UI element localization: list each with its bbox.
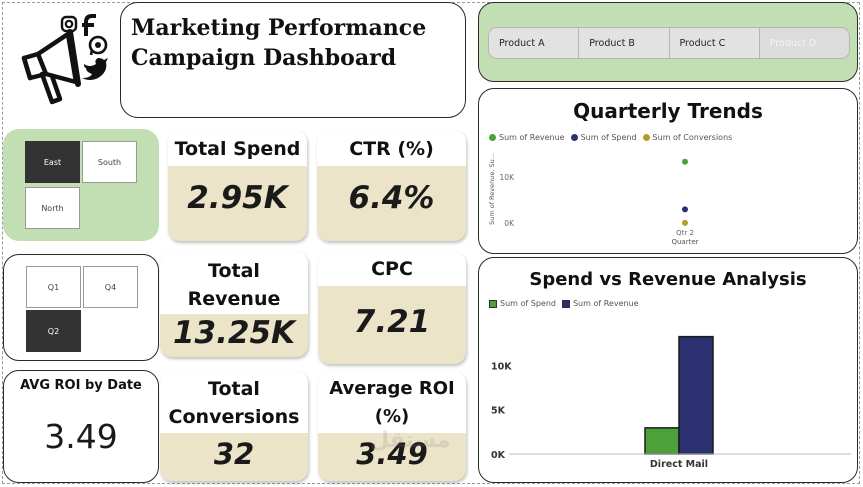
kpi-total-revenue: Total Revenue 13.25K <box>160 252 308 357</box>
region-option-east[interactable]: East <box>25 141 80 183</box>
quarter-option-q4[interactable]: Q4 <box>83 266 138 308</box>
quarterly-trends-chart: Quarterly Trends Sum of Revenue Sum of S… <box>478 88 858 254</box>
spend-vs-revenue-bar-1 <box>678 335 714 455</box>
quarterly-trends-point-2 <box>682 219 688 226</box>
page-subtitle: Campaign Dashboard <box>131 45 397 71</box>
kpi-total-spend-value: 2.95K <box>187 180 288 216</box>
logo <box>12 12 112 112</box>
quarterly-trends-title: Quarterly Trends <box>573 99 763 123</box>
product-slicer: Product A Product B Product C Product D <box>478 2 858 82</box>
kpi-average-roi-label-2: (%) <box>374 406 410 427</box>
quarter-option-q1[interactable]: Q1 <box>26 266 81 308</box>
region-option-north[interactable]: North <box>25 187 80 229</box>
page-title: Marketing Performance <box>131 15 427 41</box>
kpi-ctr: CTR (%) 6.4% <box>317 130 466 241</box>
quarter-slicer: Q1 Q4 Q2 <box>3 254 159 361</box>
quarterly-trends-xtick: Qtr 2 <box>676 229 694 237</box>
kpi-total-conversions-label-1: Total <box>208 378 260 400</box>
quarterly-trends-point-1 <box>682 206 688 213</box>
kpi-total-spend-label: Total Spend <box>168 130 307 166</box>
spend-vs-revenue-legend: Sum of Spend Sum of Revenue <box>489 299 639 308</box>
kpi-total-spend: Total Spend 2.95K <box>168 130 307 241</box>
kpi-cpc-value: 7.21 <box>353 304 431 340</box>
legend-revenue-label: Sum of Revenue <box>572 299 639 308</box>
megaphone-social-icon <box>21 14 108 105</box>
quarterly-trends-plot: Sum of Revenue, Su... Quarter 0K 10K Qtr 2 <box>488 153 699 246</box>
avg-roi-by-date-card: AVG ROI by Date 3.49 <box>3 370 159 483</box>
quarterly-trends-ytick: 10K <box>500 173 516 182</box>
legend-revenue-swatch <box>561 299 570 308</box>
kpi-total-revenue-value: 13.25K <box>172 315 296 351</box>
spend-vs-revenue-bar-0 <box>644 427 680 455</box>
product-slicer-row: Product A Product B Product C Product D <box>488 27 850 59</box>
kpi-ctr-label: CTR (%) <box>317 130 466 166</box>
legend-spend-label: Sum of Spend <box>580 133 637 142</box>
kpi-total-conversions-label-2: Conversions <box>168 406 300 428</box>
kpi-total-conversions-header: Total Conversions <box>160 371 308 433</box>
spend-vs-revenue-plot: 0K 5K 10K Direct Mail <box>491 335 851 470</box>
legend-conversions-label: Sum of Conversions <box>652 133 733 142</box>
spend-vs-revenue-ytick: 0K <box>491 450 506 461</box>
kpi-average-roi: Average ROI (%) 3.49 <box>318 371 466 481</box>
spend-vs-revenue-xtick: Direct Mail <box>650 459 708 470</box>
legend-spend-swatch <box>489 299 497 308</box>
quarterly-trends-point-0 <box>682 158 688 165</box>
region-slicer: East South North <box>3 129 159 241</box>
legend-revenue-marker <box>489 134 496 141</box>
product-option-a[interactable]: Product A <box>489 28 580 58</box>
kpi-total-revenue-header: Total Revenue <box>160 252 308 314</box>
kpi-average-roi-value: 3.49 <box>356 437 428 471</box>
spend-vs-revenue-chart: Spend vs Revenue Analysis Sum of Spend S… <box>478 257 858 483</box>
legend-revenue-label: Sum of Revenue <box>499 133 565 142</box>
kpi-total-revenue-label-1: Total <box>208 260 260 282</box>
spend-vs-revenue-ytick: 5K <box>491 406 506 417</box>
kpi-total-conversions-value: 32 <box>213 437 255 471</box>
product-option-d[interactable]: Product D <box>759 28 849 58</box>
legend-conversions-marker <box>642 134 650 141</box>
spend-vs-revenue-title: Spend vs Revenue Analysis <box>529 269 807 290</box>
kpi-average-roi-label-1: Average ROI <box>329 378 455 399</box>
kpi-ctr-value: 6.4% <box>348 180 435 216</box>
kpi-average-roi-header: Average ROI (%) <box>318 371 466 433</box>
quarterly-trends-xlabel: Quarter <box>671 238 698 246</box>
avg-roi-by-date-label: AVG ROI by Date <box>20 378 142 393</box>
kpi-total-conversions: Total Conversions 32 <box>160 371 308 481</box>
quarter-option-q2[interactable]: Q2 <box>26 310 81 352</box>
kpi-total-revenue-label-2: Revenue <box>187 288 281 310</box>
product-option-c[interactable]: Product C <box>669 28 760 58</box>
avg-roi-by-date-value: 3.49 <box>44 417 118 456</box>
region-option-south[interactable]: South <box>82 141 137 183</box>
kpi-cpc-label: CPC <box>318 252 466 286</box>
watermark: مستقل <box>370 428 451 453</box>
spend-vs-revenue-ytick: 10K <box>491 361 512 372</box>
product-option-b[interactable]: Product B <box>579 28 670 58</box>
legend-spend-marker <box>570 134 578 141</box>
quarterly-trends-legend: Sum of Revenue Sum of Spend Sum of Conve… <box>489 133 732 142</box>
kpi-cpc: CPC 7.21 <box>318 252 466 364</box>
dashboard-title-card: Marketing Performance Campaign Dashboard <box>120 2 466 118</box>
quarterly-trends-ytick: 0K <box>504 219 515 228</box>
quarterly-trends-ylabel: Sum of Revenue, Su... <box>488 153 496 225</box>
legend-spend-label: Sum of Spend <box>500 299 556 308</box>
